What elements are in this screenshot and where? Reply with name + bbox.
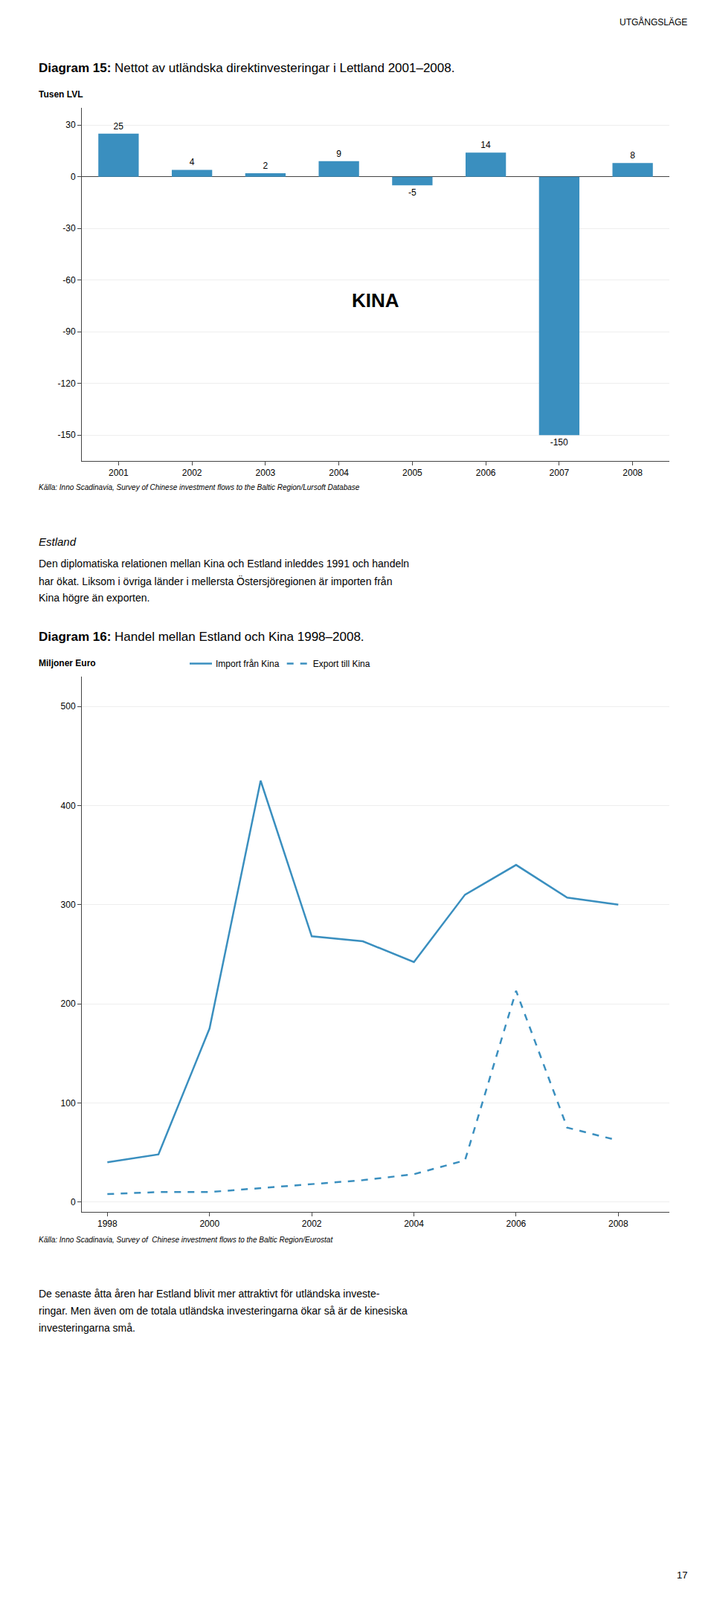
svg-text:-120: -120 <box>58 378 76 389</box>
svg-text:300: 300 <box>60 899 76 911</box>
svg-text:Diagram 15: Nettot av utländsk: Diagram 15: Nettot av utländska direktin… <box>38 60 455 76</box>
svg-text:har ökat. Liksom i övriga länd: har ökat. Liksom i övriga länder i melle… <box>38 574 392 588</box>
svg-text:100: 100 <box>60 1098 76 1109</box>
svg-text:2005: 2005 <box>402 467 423 479</box>
svg-text:-150: -150 <box>550 437 569 448</box>
svg-text:2002: 2002 <box>301 1219 323 1230</box>
svg-text:Diagram 16: Handel mellan Estl: Diagram 16: Handel mellan Estland och Ki… <box>38 629 365 645</box>
svg-text:0: 0 <box>70 1197 76 1208</box>
svg-text:Import från Kina: Import från Kina <box>215 658 280 670</box>
svg-text:De senaste åtta åren har Estla: De senaste åtta åren har Estland blivit … <box>38 1288 381 1301</box>
svg-text:-90: -90 <box>62 326 76 337</box>
svg-text:Tusen LVL: Tusen LVL <box>38 89 84 100</box>
svg-text:Kina högre än exporten.: Kina högre än exporten. <box>38 592 150 604</box>
svg-text:500: 500 <box>60 701 76 712</box>
svg-text:-5: -5 <box>408 187 417 198</box>
svg-text:2: 2 <box>262 160 268 172</box>
svg-text:Källa: Inno Scadinavia, Survey: Källa: Inno Scadinavia, Survey of Chines… <box>38 483 360 492</box>
svg-text:4: 4 <box>189 156 195 168</box>
svg-text:Miljoner Euro: Miljoner Euro <box>38 658 96 669</box>
svg-text:25: 25 <box>113 121 125 132</box>
svg-text:2002: 2002 <box>182 467 203 479</box>
svg-text:2004: 2004 <box>403 1219 424 1230</box>
svg-text:2000: 2000 <box>199 1219 220 1230</box>
svg-text:2004: 2004 <box>328 467 349 479</box>
svg-text:14: 14 <box>480 139 491 151</box>
svg-text:17: 17 <box>676 1570 688 1582</box>
svg-text:Estland: Estland <box>38 535 77 549</box>
svg-text:-60: -60 <box>62 275 76 286</box>
svg-text:-30: -30 <box>62 223 76 234</box>
svg-text:2003: 2003 <box>255 467 276 479</box>
svg-text:30: 30 <box>65 119 76 131</box>
svg-text:9: 9 <box>336 148 342 160</box>
svg-text:Källa: Inno Scadinavia, Survey: Källa: Inno Scadinavia, Survey of Chines… <box>38 1236 334 1245</box>
svg-text:2007: 2007 <box>549 467 570 479</box>
svg-text:2008: 2008 <box>608 1219 629 1230</box>
svg-text:0: 0 <box>70 171 76 183</box>
svg-text:UTGÅNGSLÄGE: UTGÅNGSLÄGE <box>619 16 688 28</box>
svg-text:investeringarna små.: investeringarna små. <box>38 1322 136 1335</box>
svg-text:200: 200 <box>60 998 76 1010</box>
svg-text:8: 8 <box>629 150 636 161</box>
svg-text:1998: 1998 <box>97 1219 118 1230</box>
svg-text:2008: 2008 <box>622 467 643 479</box>
svg-text:Den diplomatiska relationen me: Den diplomatiska relationen mellan Kina … <box>38 557 410 570</box>
svg-text:400: 400 <box>60 801 76 812</box>
svg-text:2001: 2001 <box>108 467 129 479</box>
svg-text:2006: 2006 <box>476 467 497 479</box>
svg-text:-150: -150 <box>58 429 76 441</box>
svg-text:Export till Kina: Export till Kina <box>313 658 371 670</box>
svg-text:2006: 2006 <box>506 1219 527 1230</box>
svg-text:ringar. Men även om de totala: ringar. Men även om de totala utländska … <box>38 1305 408 1318</box>
svg-text:KINA: KINA <box>351 289 400 312</box>
